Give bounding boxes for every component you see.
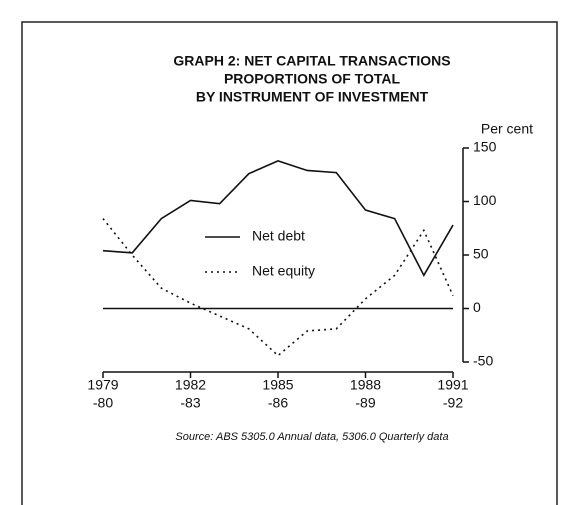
y-axis-label: Per cent — [481, 121, 533, 137]
x-tick-label: -80 — [93, 395, 113, 411]
legend-label: Net debt — [252, 228, 305, 244]
x-tick-label: -89 — [355, 395, 375, 411]
y-tick-label: 150 — [473, 139, 497, 155]
legend-label: Net equity — [252, 263, 315, 279]
y-tick-label: 50 — [473, 246, 489, 262]
x-tick-label: 1988 — [350, 377, 381, 393]
chart-title: BY INSTRUMENT OF INVESTMENT — [196, 89, 429, 105]
frame — [21, 21, 558, 505]
chart-title: GRAPH 2: NET CAPITAL TRANSACTIONS — [173, 53, 450, 69]
x-tick-label: 1979 — [87, 377, 118, 393]
y-tick-label: 100 — [473, 192, 497, 208]
source: Source: ABS 5305.0 Annual data, 5306.0 Q… — [175, 431, 448, 443]
x-tick-label: 1985 — [262, 377, 293, 393]
chart-title: PROPORTIONS OF TOTAL — [224, 71, 400, 87]
x-tick-label: -83 — [180, 395, 200, 411]
x-tick-label: -86 — [268, 395, 288, 411]
x-tick-label: -92 — [443, 395, 463, 411]
x-tick-label: 1982 — [175, 377, 206, 393]
series-line — [102, 218, 454, 357]
y-tick-label: -50 — [473, 353, 493, 369]
x-tick-label: 1991 — [437, 377, 468, 393]
y-tick-label: 0 — [473, 299, 481, 315]
series-line — [102, 159, 454, 277]
